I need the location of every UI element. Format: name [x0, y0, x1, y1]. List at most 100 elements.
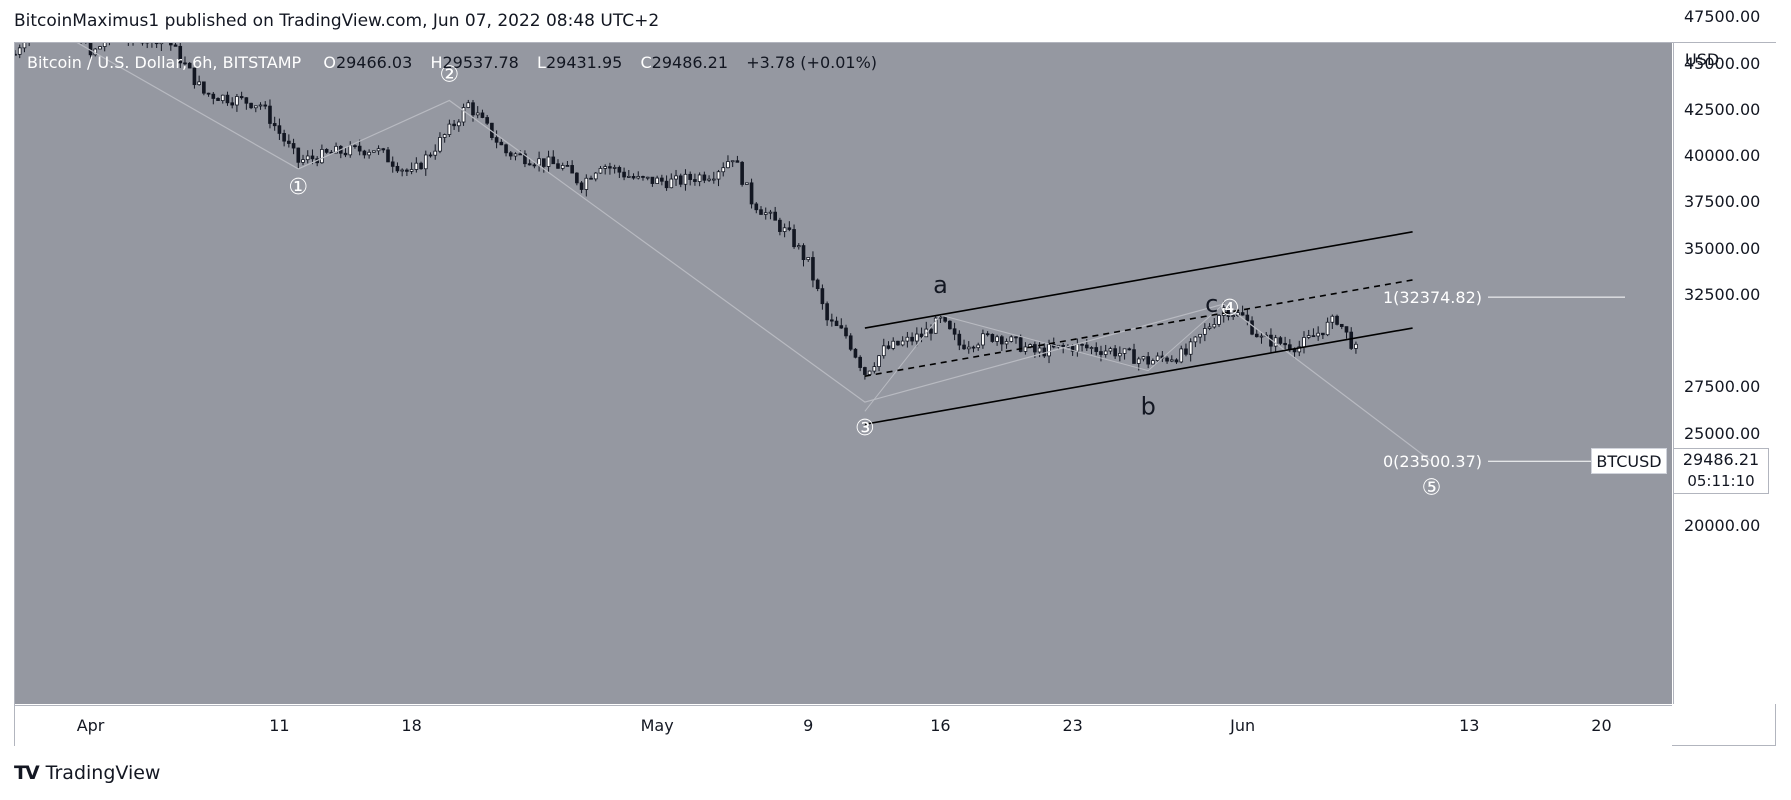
candle-body: [442, 134, 447, 138]
candle-body: [466, 102, 471, 108]
candle-body: [858, 356, 862, 368]
candle-body: [593, 172, 598, 180]
candle-body: [825, 303, 829, 321]
channel-mid-line[interactable]: [864, 279, 1413, 377]
candle-body: [287, 140, 291, 144]
candle-body: [390, 161, 395, 167]
candle-body: [113, 30, 116, 36]
currency-label: USD: [1685, 50, 1720, 69]
candle-body: [981, 333, 985, 346]
candle-body: [631, 175, 636, 179]
candle-body: [612, 167, 617, 169]
abc-label: c: [1205, 290, 1218, 318]
candle-body: [830, 319, 834, 322]
candle-body: [650, 176, 655, 184]
wave-path-line[interactable]: [72, 39, 1432, 462]
candle-body: [693, 179, 697, 182]
candle-body: [513, 153, 518, 157]
footer-brand[interactable]: TV TradingView: [14, 762, 160, 784]
candle-body: [1132, 349, 1136, 364]
candle-body: [943, 316, 947, 322]
plot-area[interactable]: [15, 43, 1672, 704]
channel-upper-line[interactable]: [864, 231, 1413, 329]
abc-label: b: [1141, 393, 1156, 421]
candle-body: [1311, 335, 1316, 338]
candle-body: [154, 43, 159, 45]
candle-body: [905, 336, 910, 342]
candle-body: [867, 370, 872, 375]
candle-body: [999, 336, 1004, 345]
price-tick: 25000.00: [1684, 423, 1761, 443]
candle-body: [28, 26, 31, 40]
candle-body: [792, 229, 796, 248]
candle-body: [263, 104, 268, 107]
candle-body: [211, 93, 216, 99]
candle-body: [688, 173, 693, 180]
candle-body: [622, 171, 626, 178]
candle-body: [301, 159, 305, 163]
candle-body: [88, 43, 93, 56]
time-tick: 20: [1591, 716, 1612, 735]
candle-body: [1212, 324, 1217, 328]
candle-body: [773, 211, 777, 221]
candle-body: [560, 165, 565, 169]
candle-body: [268, 105, 272, 124]
candle-body: [1240, 312, 1245, 316]
candle-body: [711, 178, 716, 181]
candle-body: [400, 169, 404, 172]
candle-body: [1084, 344, 1089, 349]
price-tick: 40000.00: [1684, 146, 1761, 165]
candle-body: [362, 150, 367, 156]
candle-body: [919, 333, 924, 338]
candle-body: [151, 34, 154, 41]
candle-body: [820, 288, 825, 305]
candle-body: [70, 11, 73, 17]
wave-label: ④: [1220, 296, 1240, 321]
legend-title: Bitcoin / U.S. Dollar, 6h, BITSTAMP: [27, 53, 302, 72]
price-tick: 35000.00: [1684, 238, 1761, 258]
candle-body: [740, 161, 744, 185]
candle-body: [1188, 341, 1193, 355]
candle-body: [1061, 344, 1066, 348]
candle-body: [669, 178, 674, 189]
channel-lower-line[interactable]: [864, 327, 1413, 426]
wave-label: ①: [288, 175, 308, 200]
candle-body: [565, 165, 570, 167]
candle-body: [811, 257, 815, 281]
abc-label: a: [933, 271, 948, 299]
candle-body: [1151, 360, 1155, 365]
price-tick: 20000.00: [1684, 516, 1761, 535]
candle-body: [1014, 336, 1018, 339]
candle-body: [929, 328, 933, 334]
legend-open-label: O: [323, 53, 336, 72]
candle-body: [296, 147, 301, 163]
candle-body: [1023, 346, 1028, 352]
price-axis[interactable]: [1673, 43, 1776, 704]
candle-body: [75, 17, 78, 24]
candle-body: [896, 340, 900, 346]
candle-body: [334, 145, 338, 154]
candle-body: [1080, 343, 1084, 346]
candle-body: [815, 279, 820, 290]
candle-body: [249, 102, 253, 109]
candle-body: [881, 345, 886, 357]
candle-body: [1344, 326, 1349, 333]
candle-body: [523, 153, 527, 165]
candle-body: [660, 177, 664, 182]
time-axis[interactable]: [15, 705, 1672, 746]
candle-body: [504, 144, 508, 154]
candle-body: [608, 166, 612, 169]
candle-body: [886, 345, 891, 349]
candle-body: [244, 97, 249, 104]
candle-body: [1297, 346, 1302, 353]
candle-body: [37, 13, 40, 19]
candle-body: [948, 320, 952, 330]
candle-body: [1127, 348, 1132, 351]
candle-body: [225, 94, 230, 104]
abc-path-line[interactable]: [864, 303, 1225, 412]
candle-body: [15, 53, 17, 56]
candle-body: [745, 182, 749, 185]
candle-body: [579, 182, 584, 190]
candle-body: [915, 333, 919, 342]
candle-body: [428, 154, 433, 157]
